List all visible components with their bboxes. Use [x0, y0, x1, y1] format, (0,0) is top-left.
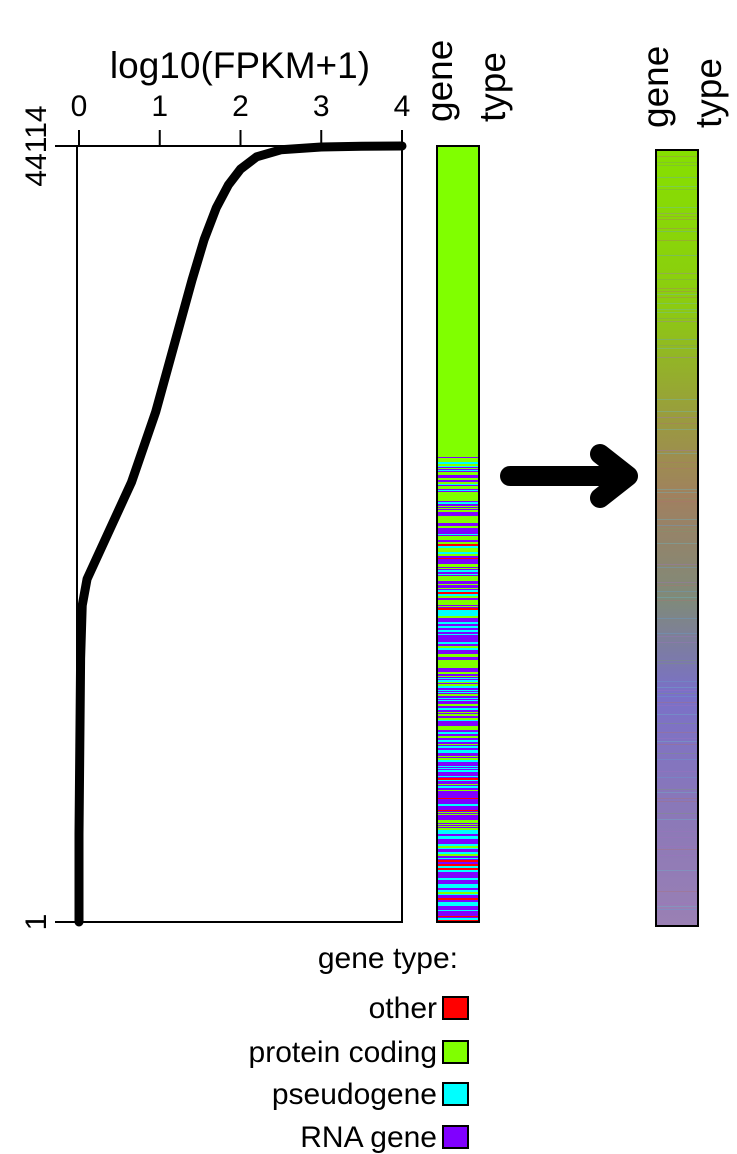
- x-tick-label: 3: [313, 90, 330, 123]
- legend-label: RNA gene: [300, 1121, 437, 1154]
- smoothed-gene-type-column: [656, 150, 698, 926]
- x-tick-label: 2: [232, 90, 249, 123]
- legend-swatch: [442, 996, 469, 1020]
- legend-title: gene type:: [318, 942, 458, 975]
- smoothed-column-label-gene: gene: [635, 46, 676, 128]
- legend-item: pseudogene: [272, 1078, 469, 1111]
- legend-label: pseudogene: [272, 1078, 437, 1111]
- smoothed-column-stripes: [656, 150, 698, 910]
- legend-swatch: [442, 1125, 469, 1149]
- smoothed-column-label-type: type: [688, 58, 729, 128]
- legend-swatch: [442, 1082, 469, 1106]
- legend-item: other: [369, 992, 469, 1025]
- legend-label: other: [369, 992, 437, 1025]
- x-tick-label: 4: [394, 90, 411, 123]
- legend-item: RNA gene: [300, 1121, 469, 1154]
- legend: other protein coding pseudogene RNA gene: [249, 992, 469, 1154]
- y-tick-label: 44114: [20, 105, 53, 186]
- x-axis-ticks: 0 1 2 3 4: [71, 90, 411, 147]
- gene-type-column: [437, 146, 479, 922]
- column-label-gene: gene: [419, 40, 460, 122]
- x-tick-label: 1: [151, 90, 168, 123]
- y-axis-ticks: 1 44114: [20, 105, 77, 930]
- y-tick-label: 1: [20, 914, 53, 931]
- smoothed-column-frame: [655, 149, 699, 927]
- legend-item: protein coding: [249, 1036, 469, 1069]
- expression-curve: [74, 141, 407, 927]
- x-axis-title: log10(FPKM+1): [110, 45, 370, 86]
- x-tick-label: 0: [71, 90, 88, 123]
- column-label-type: type: [472, 52, 513, 122]
- arrow-icon: [500, 444, 638, 508]
- gene-type-column-frame: [436, 145, 480, 923]
- legend-swatch: [442, 1040, 469, 1064]
- plot-frame: [76, 145, 403, 923]
- legend-label: protein coding: [249, 1036, 437, 1069]
